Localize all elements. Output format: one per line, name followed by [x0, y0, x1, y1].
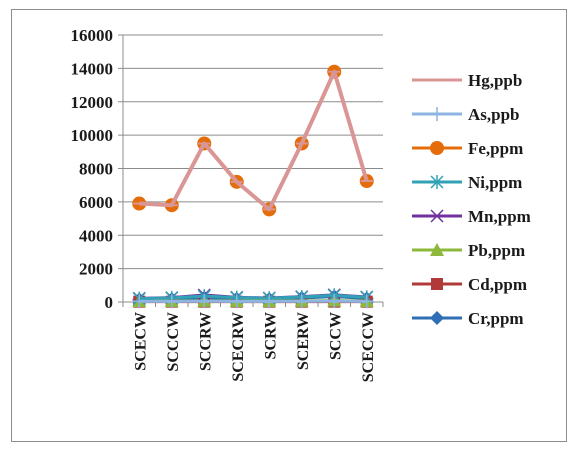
legend-item: As,ppb — [412, 105, 520, 124]
data-point — [359, 294, 374, 309]
data-point — [262, 294, 277, 309]
data-point — [327, 294, 342, 309]
legend-marker — [430, 107, 444, 121]
legend-item: Hg,ppb — [412, 71, 522, 90]
legend-marker — [430, 141, 444, 155]
y-tick-label: 0 — [105, 293, 114, 312]
y-tick-label: 6000 — [79, 193, 113, 212]
y-tick-label: 14000 — [71, 59, 114, 78]
series-as — [132, 294, 374, 309]
chart-frame — [11, 9, 567, 442]
legend-marker — [430, 243, 444, 256]
y-tick-label: 12000 — [71, 93, 114, 112]
series-line — [139, 69, 369, 212]
series-line — [139, 70, 369, 211]
x-category-label: SCCCW — [165, 312, 182, 372]
data-point — [197, 294, 212, 309]
legend-item: Mn,ppm — [412, 207, 531, 226]
x-category-label: SCERW — [295, 312, 312, 370]
series-hg — [133, 69, 373, 212]
x-axis-categories: SCECW SCCCW SCCRW SCECRW SCRW SCERW SCCW SCECCW — [132, 312, 377, 382]
legend-label: Mn,ppm — [468, 207, 531, 226]
x-category-label: SCCRW — [197, 312, 214, 371]
legend-label: Ni,ppm — [468, 173, 522, 192]
legend-marker — [430, 311, 444, 325]
legend-label: Pb,ppm — [468, 241, 525, 260]
series-group — [132, 64, 374, 309]
x-category-label: SCECCW — [360, 312, 377, 382]
y-tick-label: 16000 — [71, 26, 114, 45]
y-tick-label: 2000 — [79, 260, 113, 279]
x-category-label: SCECW — [132, 312, 149, 371]
y-tick-label: 4000 — [79, 226, 113, 245]
legend-marker — [430, 175, 444, 189]
series-line — [139, 293, 367, 301]
legend-item: Ni,ppm — [412, 173, 522, 192]
axes — [118, 34, 384, 307]
legend-item: Cd,ppm — [412, 275, 527, 294]
legend-item: Fe,ppm — [412, 139, 523, 158]
data-point — [294, 294, 309, 309]
data-point — [164, 294, 179, 309]
legend-marker — [430, 209, 444, 223]
legend-label: As,ppb — [468, 105, 520, 124]
legend-label: Cd,ppm — [468, 275, 527, 294]
data-point — [132, 294, 147, 309]
x-category-label: SCCW — [327, 312, 344, 360]
y-tick-label: 10000 — [71, 126, 114, 145]
legend: Hg,ppb As,ppb Fe,ppm Ni,ppm Mn,ppm Pb,ppm Cd,p… — [412, 71, 531, 328]
legend-marker — [431, 278, 443, 290]
x-category-label: SCRW — [262, 312, 279, 359]
data-point — [229, 294, 244, 309]
grid-lines — [123, 34, 383, 303]
y-axis-ticks: 0 2000 4000 6000 8000 10000 12000 14000 16000 — [71, 26, 114, 312]
legend-item: Cr,ppm — [412, 309, 524, 328]
legend-label: Cr,ppm — [468, 309, 524, 328]
legend-label: Hg,ppb — [468, 71, 522, 90]
legend-label: Fe,ppm — [468, 139, 523, 158]
legend-item: Pb,ppm — [412, 241, 525, 260]
y-tick-label: 8000 — [79, 160, 113, 179]
x-category-label: SCECRW — [230, 312, 247, 382]
